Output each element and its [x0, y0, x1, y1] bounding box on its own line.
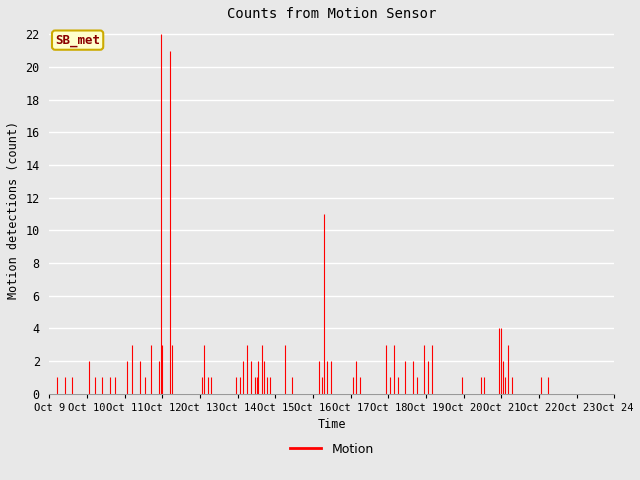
- X-axis label: Time: Time: [317, 418, 346, 431]
- Title: Counts from Motion Sensor: Counts from Motion Sensor: [227, 7, 436, 21]
- Text: SB_met: SB_met: [55, 34, 100, 47]
- Y-axis label: Motion detections (count): Motion detections (count): [7, 121, 20, 299]
- Legend: Motion: Motion: [285, 438, 379, 461]
